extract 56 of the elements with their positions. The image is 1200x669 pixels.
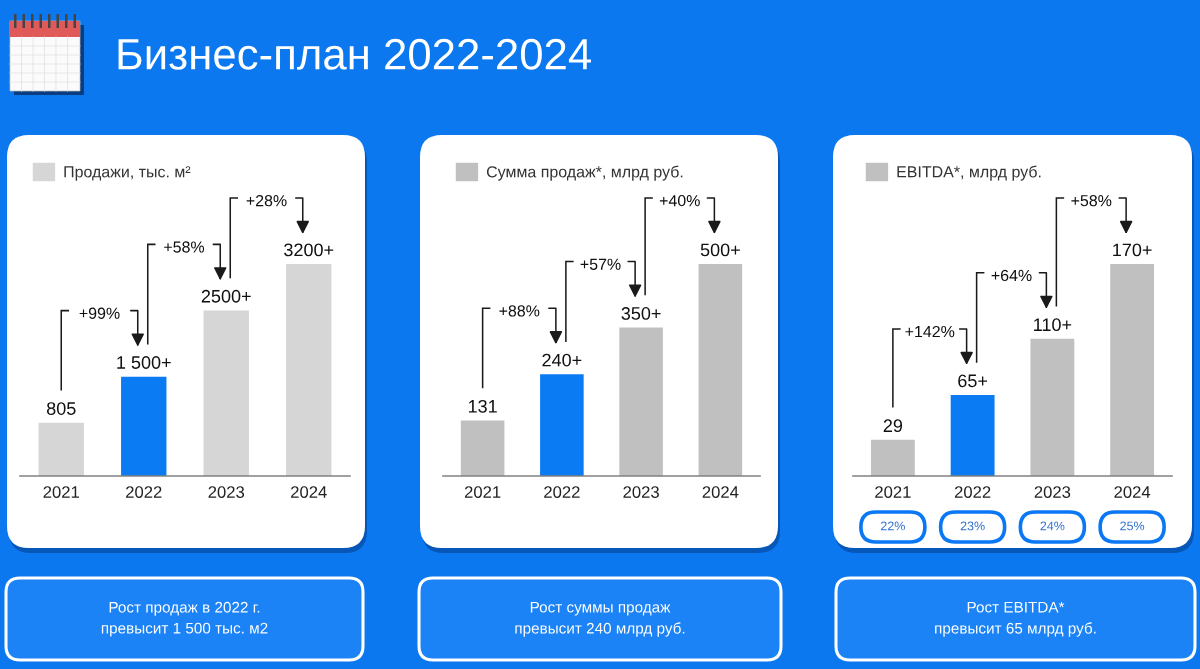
text: +40% bbox=[659, 194, 700, 207]
text: 22% bbox=[881, 521, 905, 531]
legend-label: Продажи, тыс. м² bbox=[64, 166, 191, 181]
bar bbox=[1110, 264, 1155, 476]
annotation: +99% bbox=[79, 307, 120, 319]
x-tick-label: 2021 bbox=[43, 486, 79, 498]
x-tick-label: 2023 bbox=[623, 486, 659, 498]
text: 24% bbox=[1040, 521, 1065, 531]
data-label: 131 bbox=[468, 399, 497, 413]
x-tick-label: 2021 bbox=[464, 486, 501, 498]
data-label: 350+ bbox=[621, 307, 661, 320]
data-label: 170+ bbox=[1113, 243, 1152, 257]
annotation: +57% bbox=[580, 258, 621, 270]
data-label: 29 bbox=[883, 419, 903, 433]
bar bbox=[38, 422, 84, 476]
bar bbox=[460, 420, 505, 476]
bar bbox=[286, 264, 332, 476]
x-tick-label: 2022 bbox=[954, 486, 991, 498]
x-tick-label: 2024 bbox=[702, 486, 739, 498]
chart-title: Бизнес-план 2022-2024 bbox=[118, 38, 591, 70]
data-label: 805 bbox=[46, 402, 76, 415]
data-label: 500+ bbox=[700, 243, 740, 257]
text: +58% bbox=[1071, 194, 1112, 207]
x-tick-label: 2023 bbox=[208, 486, 245, 498]
x-tick-label: 2022 bbox=[126, 486, 162, 498]
text: 25% bbox=[1120, 521, 1145, 531]
bar bbox=[950, 394, 995, 476]
data-label: 240+ bbox=[542, 353, 582, 367]
bar bbox=[203, 310, 249, 476]
data-label: 110+ bbox=[1034, 318, 1072, 332]
bar bbox=[870, 439, 915, 476]
bar bbox=[698, 264, 743, 476]
legend-label: EBITDA*, млрд руб. bbox=[897, 165, 1041, 181]
x-tick-label: 2024 bbox=[291, 486, 327, 498]
legend-label: Сумма продаж*, млрд руб. bbox=[486, 165, 683, 181]
x-tick-label: 2021 bbox=[875, 486, 911, 498]
bar bbox=[1030, 338, 1075, 476]
text: Рост продаж в 2022 г. превысит 1 500 тыс. м2 bbox=[101, 601, 268, 637]
text: +58% bbox=[164, 241, 205, 253]
annotation: +142% bbox=[905, 325, 955, 338]
text: Рост EBITDA* превысит 65 млрд руб. bbox=[935, 601, 1096, 637]
x-tick-label: 2024 bbox=[1114, 486, 1151, 498]
bar bbox=[540, 374, 584, 476]
data-label: 2500+ bbox=[201, 289, 251, 303]
bar bbox=[121, 376, 167, 476]
text: +28% bbox=[246, 194, 287, 207]
annotation: +88% bbox=[499, 305, 540, 317]
text: Рост суммы продаж превысит 240 млрд руб. bbox=[515, 601, 685, 637]
data-label: 65+ bbox=[958, 374, 988, 388]
annotation: +64% bbox=[991, 269, 1032, 282]
text: 23% bbox=[960, 521, 985, 531]
data-label: 3200+ bbox=[284, 243, 334, 257]
bar bbox=[619, 327, 663, 476]
x-tick-label: 2022 bbox=[544, 486, 580, 498]
data-label: 1 500+ bbox=[117, 356, 171, 369]
x-tick-label: 2023 bbox=[1034, 486, 1071, 498]
